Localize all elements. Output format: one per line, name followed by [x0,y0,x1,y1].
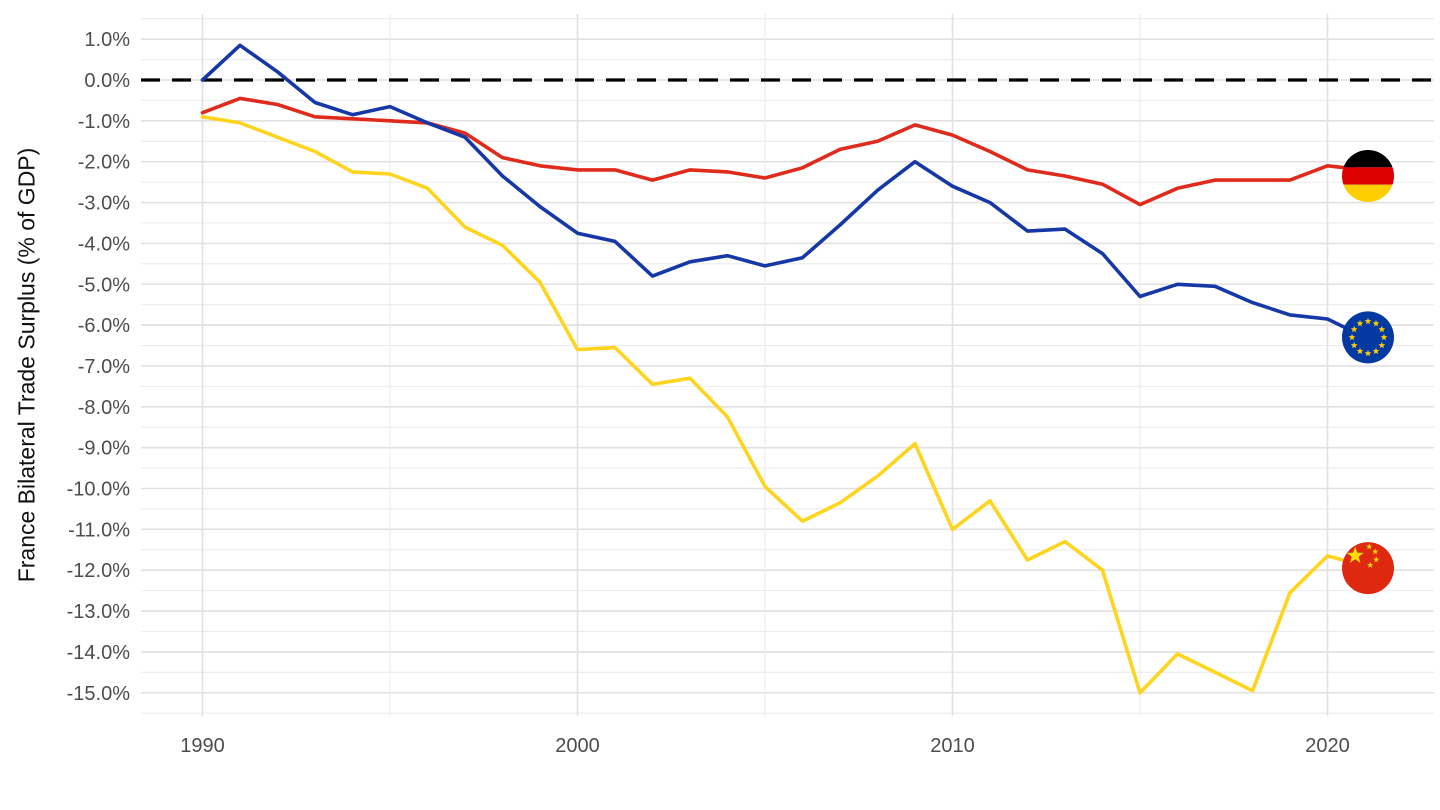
y-tick-label: -9.0% [78,438,130,460]
y-tick-label: -7.0% [78,356,130,378]
series-line-european-union [200,43,1367,340]
y-tick-label: -13.0% [67,601,131,623]
y-tick-label: -6.0% [78,315,130,337]
y-tick-label: -14.0% [67,642,131,664]
x-tick-label: 2020 [1305,735,1350,757]
gridlines [141,14,1434,716]
germany-flag-icon [1342,149,1394,202]
eu-flag-icon [1342,311,1394,364]
x-tick-label: 1990 [180,735,225,757]
x-tick-label: 2010 [930,735,975,757]
y-tick-label: -5.0% [78,274,130,296]
y-tick-label: 0.0% [84,70,130,92]
y-tick-label: -3.0% [78,193,130,215]
y-tick-label: -10.0% [67,479,131,501]
series-european-union [200,43,1367,340]
y-tick-label: -8.0% [78,397,130,419]
series-line-china [200,115,1367,695]
y-axis-labels: 1.0% 0.0% -1.0% -2.0% -3.0% -4.0% -5.0% -6.0% -7… [67,29,131,705]
series-line-germany [200,96,1367,207]
x-axis-labels: 1990 2000 2010 2020 [180,735,1350,757]
china-flag-icon [1342,542,1394,595]
y-tick-label: -4.0% [78,233,130,255]
series-germany [200,96,1367,207]
y-axis-title: France Bilateral Trade Surplus (% of GDP… [13,147,40,583]
y-tick-label: 1.0% [84,29,130,51]
y-tick-label: -2.0% [78,152,130,174]
y-tick-label: -12.0% [67,560,131,582]
x-tick-label: 2000 [555,735,600,757]
y-tick-label: -11.0% [68,519,130,541]
series-china [200,115,1367,695]
y-tick-label: -15.0% [67,683,131,705]
y-tick-label: -1.0% [78,111,130,133]
